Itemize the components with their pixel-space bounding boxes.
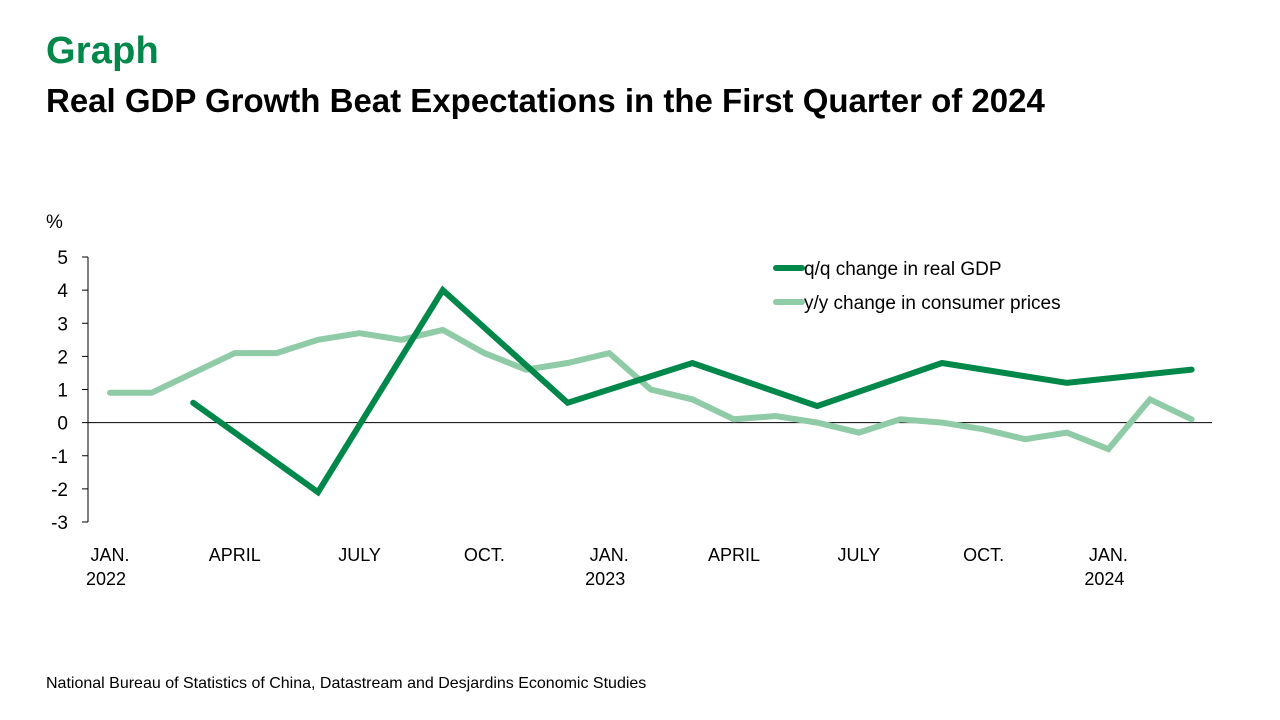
x-tick-label: JAN. [90,545,129,565]
legend-label-cpi: y/y change in consumer prices [804,293,1061,314]
y-tick-label: 5 [57,248,68,269]
y-tick-label: -1 [51,447,68,468]
x-tick-label: JAN. [1089,545,1128,565]
chart-title: Real GDP Growth Beat Expectations in the… [46,82,1045,119]
x-tick-year-label: 2022 [86,569,126,589]
y-tick-label: 0 [57,414,68,435]
x-tick-year-label: 2024 [1084,569,1124,589]
y-tick-label: -3 [51,513,68,534]
x-tick-label: APRIL [708,545,760,565]
graph-label: Graph [46,30,159,72]
x-tick-label: APRIL [209,545,261,565]
x-tick-label: OCT. [464,545,505,565]
x-tick-label: JULY [837,545,880,565]
y-tick-label: -2 [51,480,68,501]
legend: q/q change in real GDP y/y change in cons… [773,259,1061,314]
y-tick-label: 1 [57,381,68,402]
series-layer [107,285,1195,497]
y-tick-label: 4 [57,281,68,302]
y-tick-label: 3 [57,314,68,335]
x-tick-label: OCT. [963,545,1004,565]
y-axis-unit-label: % [46,212,63,233]
y-axis: 5 4 3 2 1 0 -1 -2 -3 [51,248,89,534]
x-tick-label: JAN. [590,545,629,565]
gdp-series-line [190,285,1195,497]
x-tick-year-label: 2023 [585,569,625,589]
source-note: National Bureau of Statistics of China, … [46,675,647,692]
y-tick-label: 2 [57,347,68,368]
legend-label-gdp: q/q change in real GDP [804,259,1002,280]
x-axis: JAN. 2022 APRIL JULY OCT. JAN. 2023 APRIL JULY OC… [86,422,1212,589]
x-tick-label: JULY [338,545,381,565]
